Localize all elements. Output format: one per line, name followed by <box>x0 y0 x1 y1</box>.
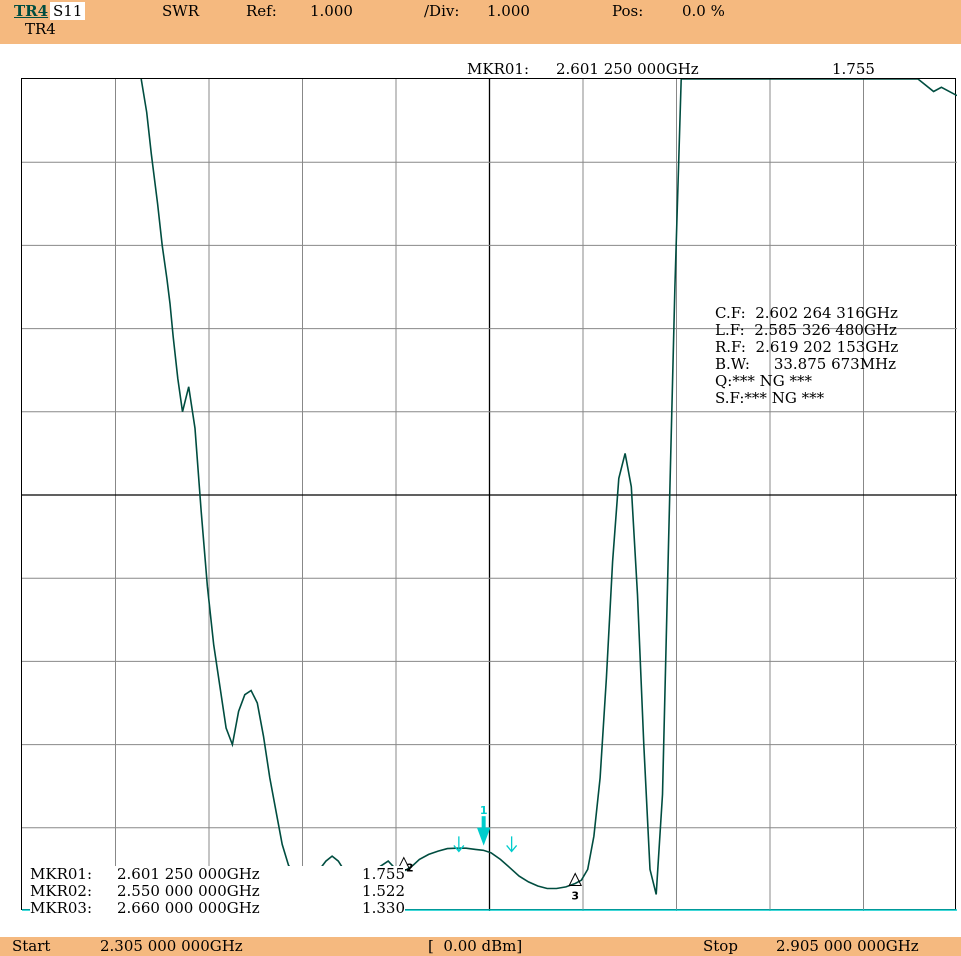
rf-row: R.F: 2.619 202 153GHz <box>715 339 898 356</box>
marker-row-2[interactable]: MKR02: 2.550 000 000GHz 1.522 <box>30 883 405 900</box>
bw-row: B.W: 33.875 673MHz <box>715 356 898 373</box>
rf-label: R.F: <box>715 338 746 356</box>
marker-1-stem <box>481 816 486 829</box>
start-value[interactable]: 2.305 000 000GHz <box>100 937 243 955</box>
marker-1-number: 1 <box>480 804 488 817</box>
trace-line <box>140 79 957 895</box>
marker-freq: 2.660 000 000GHz <box>117 899 260 917</box>
marker-row-1[interactable]: MKR01: 2.601 250 000GHz 1.755 <box>30 866 405 883</box>
marker-label: MKR02: <box>30 882 92 900</box>
lf-row: L.F: 2.585 326 480GHz <box>715 322 898 339</box>
div-value[interactable]: 1.000 <box>487 2 530 20</box>
q-row: Q:*** NG *** <box>715 372 812 390</box>
bw-value: 33.875 673MHz <box>773 355 897 373</box>
ref-label: Ref: <box>246 2 277 20</box>
footer-bar: Start 2.305 000 000GHz [ 0.00 dBm] Stop … <box>0 937 961 956</box>
marker-freq: 2.550 000 000GHz <box>117 882 260 900</box>
rf-value: 2.619 202 153GHz <box>755 338 899 356</box>
marker-value: 1.755 <box>362 865 405 883</box>
marker-label: MKR03: <box>30 899 92 917</box>
swr-plot[interactable]: 1 2 3 <box>22 79 957 911</box>
marker-3-triangle <box>568 872 583 887</box>
stop-label: Stop <box>703 937 738 955</box>
cf-row: C.F: 2.602 264 316GHz <box>715 305 898 322</box>
lf-label: L.F: <box>715 321 745 339</box>
marker-row-3[interactable]: MKR03: 2.660 000 000GHz 1.330 <box>30 900 405 917</box>
marker-table: MKR01: 2.601 250 000GHz 1.755 MKR02: 2.5… <box>30 866 405 917</box>
marker-value: 1.330 <box>362 899 405 917</box>
trace-id[interactable]: TR4 <box>14 2 49 20</box>
marker-value: 1.522 <box>362 882 405 900</box>
parameter-label[interactable]: S11 <box>50 2 86 20</box>
marker-3-number: 3 <box>571 890 579 903</box>
format-label[interactable]: SWR <box>162 2 199 20</box>
lf-value: 2.585 326 480GHz <box>754 321 897 339</box>
active-marker-freq: 2.601 250 000GHz <box>556 60 699 78</box>
marker-1-triangle <box>476 827 491 846</box>
cf-value: 2.602 264 316GHz <box>755 304 898 322</box>
active-marker-label: MKR01: <box>467 60 529 78</box>
div-label: /Div: <box>424 2 460 20</box>
filter-analysis-box: C.F: 2.602 264 316GHz L.F: 2.585 326 480… <box>715 305 898 407</box>
start-label: Start <box>12 937 51 955</box>
active-marker-value: 1.755 <box>832 60 875 78</box>
pos-value[interactable]: 0.0 % <box>682 2 725 20</box>
pos-label: Pos: <box>612 2 644 20</box>
cf-label: C.F: <box>715 304 746 322</box>
power-level[interactable]: [ 0.00 dBm] <box>428 937 523 955</box>
marker-label: MKR01: <box>30 865 92 883</box>
ref-value[interactable]: 1.000 <box>310 2 353 20</box>
stop-value[interactable]: 2.905 000 000GHz <box>776 937 919 955</box>
trace-sub-label: TR4 <box>25 20 56 38</box>
header-bar: TR4 S11 TR4 SWR Ref: 1.000 /Div: 1.000 P… <box>0 0 961 44</box>
sf-row: S.F:*** NG *** <box>715 389 825 407</box>
marker-freq: 2.601 250 000GHz <box>117 865 260 883</box>
bw-label: B.W: <box>715 355 750 373</box>
plot-area[interactable]: 1 2 3 <box>21 78 957 911</box>
marker-2-number: 2 <box>406 862 414 875</box>
bandwidth-arrow <box>506 836 518 853</box>
bandwidth-arrow <box>453 836 465 853</box>
